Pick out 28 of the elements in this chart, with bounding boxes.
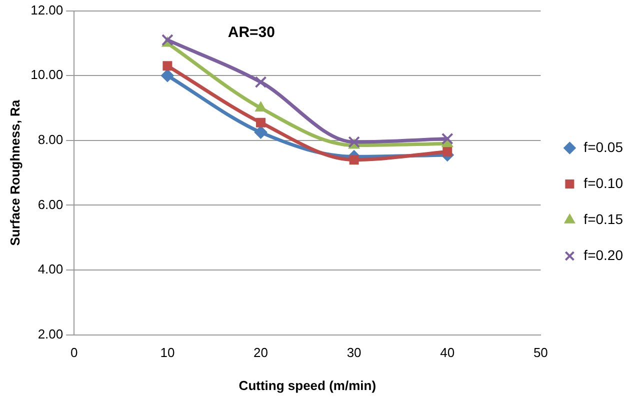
y-tick-label: 8.00: [38, 132, 64, 147]
point: [442, 147, 452, 156]
y-tick-label: 6.00: [38, 196, 64, 212]
legend-label: f=0.15: [584, 210, 624, 227]
text: AR=30: [228, 24, 275, 41]
y-tick-label: 12.00: [30, 2, 64, 18]
point: [255, 102, 266, 112]
y-tick-label: 4.00: [38, 262, 64, 277]
x-tick-label: 10: [160, 345, 175, 360]
x-tick-label: 20: [254, 345, 268, 360]
point: [162, 61, 172, 71]
point: [160, 69, 174, 82]
x-axis-title: Cutting speed (m/min): [238, 378, 376, 393]
point: [254, 76, 267, 88]
point: [441, 132, 454, 145]
legend-label: f=0.20: [584, 246, 624, 263]
point: [256, 118, 266, 128]
x-tick-label: 50: [533, 345, 548, 360]
legend-label: f=0.05: [584, 138, 624, 155]
y-axis-title: Surface Roughness, Ra: [7, 99, 22, 246]
point: [254, 126, 268, 139]
point: [349, 155, 359, 165]
x-tick-label: 0: [70, 345, 78, 360]
y-tick-label: 10.00: [30, 67, 64, 82]
legend-label: f=0.10: [584, 174, 624, 191]
x-tick-label: 40: [440, 345, 455, 360]
x-tick-label: 30: [346, 345, 362, 360]
y-tick-label: 2.00: [38, 326, 64, 342]
